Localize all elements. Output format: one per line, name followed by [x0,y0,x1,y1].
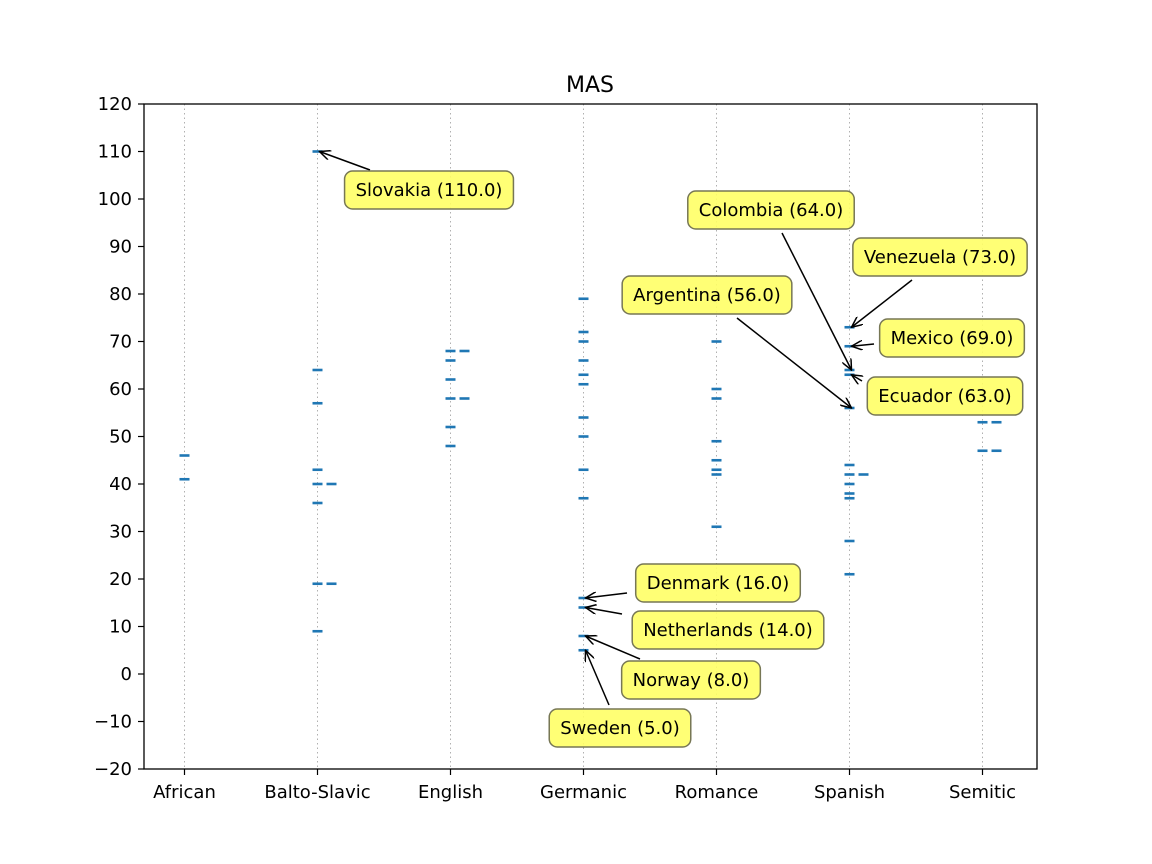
annotation-arrow [586,608,623,615]
x-tick-label: Germanic [540,782,627,803]
annotation-box [343,170,515,210]
annotation-text: Netherlands (14.0) [643,620,813,641]
plot-frame [143,103,1038,770]
annotation-arrow [852,279,913,327]
y-tick-label: 100 [98,189,132,210]
annotation-label: Denmark (16.0) [634,563,802,603]
x-tick-label: Romance [675,782,759,803]
annotation-label: Slovakia (110.0) [343,170,515,210]
y-tick-label: 0 [121,664,132,685]
annotation-label: Ecuador (63.0) [866,376,1024,416]
annotation-label: Colombia (64.0) [687,190,855,230]
annotation-text: Sweden (5.0) [560,718,680,739]
annotation-box [621,275,793,315]
y-tick-label: 120 [98,94,132,115]
x-tick-label: Semitic [949,782,1016,803]
annotation-arrow [736,317,852,408]
y-tick-label: 30 [109,522,132,543]
annotation-box [631,610,825,650]
y-tick-label: −20 [94,759,132,780]
annotation-text: Colombia (64.0) [699,200,843,221]
annotation-arrow [586,636,641,660]
annotation-label: Netherlands (14.0) [631,610,825,650]
annotation-arrow [320,152,371,171]
y-tick-label: 40 [109,474,132,495]
annotation-text: Denmark (16.0) [647,573,790,594]
annotation-label: Norway (8.0) [620,660,762,700]
annotation-label: Argentina (56.0) [621,275,793,315]
x-tick-label: English [418,782,483,803]
y-tick-label: 70 [109,332,132,353]
annotation-text: Slovakia (110.0) [356,180,503,201]
category-grid [184,104,983,769]
annotation-label: Sweden (5.0) [548,708,692,748]
annotation-box [634,563,802,603]
annotation-arrow [852,375,863,381]
annotation-arrow [781,232,852,370]
chart-title: MAS [566,73,614,98]
annotation-text: Venezuela (73.0) [864,247,1016,268]
y-tick-label: 110 [98,142,132,163]
annotation-box [620,660,762,700]
annotation-box [852,237,1028,277]
annotation-box [866,376,1024,416]
annotation-box [548,708,692,748]
y-tick-label: 20 [109,569,132,590]
annotation-text: Argentina (56.0) [633,285,781,306]
y-tick-label: 80 [109,284,132,305]
annotation-arrow [586,650,610,706]
annotation-text: Ecuador (63.0) [878,386,1011,407]
x-tick-label: African [153,782,216,803]
x-tick-label: Balto-Slavic [264,782,370,803]
y-tick-label: 90 [109,237,132,258]
x-tick-label: Spanish [814,782,885,803]
annotation-arrow [586,593,628,598]
annotation-arrow [852,344,875,346]
y-tick-label: 10 [109,617,132,638]
annotation-box [687,190,855,230]
axes: African Balto-Slavic English Germanic Romanc… [94,94,1016,803]
annotation-text: Mexico (69.0) [891,328,1014,349]
y-tick-label: 50 [109,427,132,448]
annotations: Slovakia (110.0) Colombia (64.0) Venezuela… [320,152,1028,748]
annotation-label: Mexico (69.0) [878,318,1026,358]
y-tick-label: −10 [94,712,132,733]
annotation-label: Venezuela (73.0) [852,237,1028,277]
annotation-text: Norway (8.0) [633,670,750,691]
y-tick-label: 60 [109,379,132,400]
annotation-box [878,318,1026,358]
